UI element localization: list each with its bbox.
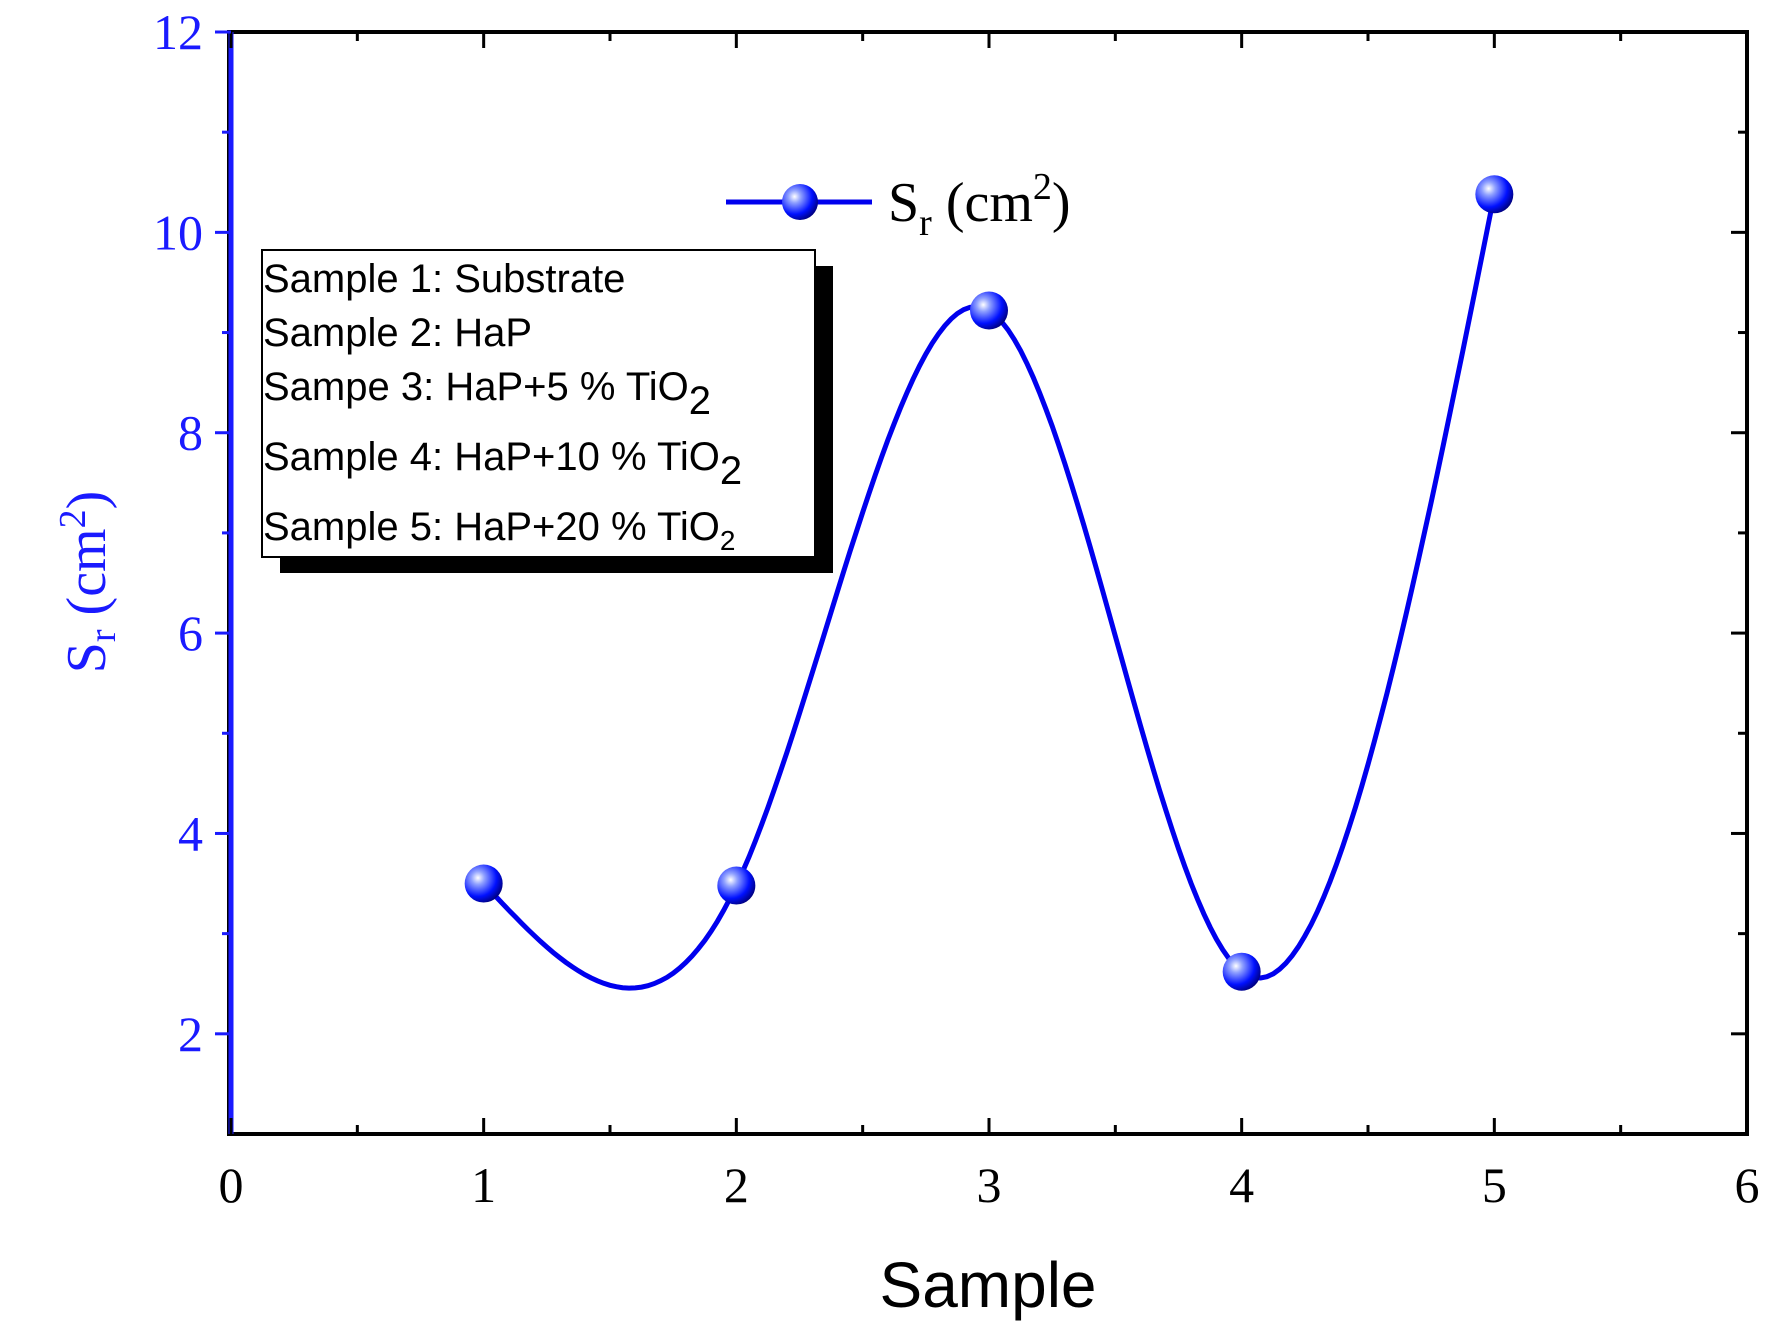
- y-axis-title-sub: r: [82, 629, 124, 642]
- annotation-line-text: Sampe 3: HaP+5 % TiO: [263, 365, 689, 409]
- legend-label-rest: (cm: [932, 172, 1033, 234]
- x-tick-label: 5: [1482, 1157, 1507, 1213]
- annotation-box: Sample 1: Substrate Sample 2: HaP Sampe …: [261, 249, 833, 573]
- y-axis-title-sup: 2: [52, 509, 94, 528]
- x-tick-label: 0: [219, 1157, 244, 1213]
- x-axis-ticks: [229, 32, 1749, 1134]
- data-point: [717, 866, 756, 905]
- legend-marker: [782, 184, 818, 220]
- annotation-line-sub: 2: [720, 449, 742, 493]
- annotation-line: Sample 1: Substrate: [263, 257, 625, 301]
- y-axis-title: Sr (cm2): [52, 491, 124, 674]
- annotation-line-text: Sample 5: HaP+20 % TiO: [263, 505, 720, 549]
- y-axis-title-rest: (cm: [56, 528, 118, 629]
- y-tick-label: 8: [178, 405, 203, 461]
- x-axis-title: Sample: [880, 1249, 1097, 1321]
- y-axis-ticks: [215, 30, 1747, 1036]
- legend-label-base: S: [888, 172, 919, 234]
- data-point: [1222, 952, 1261, 991]
- svg-text:Sr (cm2): Sr (cm2): [888, 166, 1071, 244]
- y-tick-label: 2: [178, 1006, 203, 1062]
- legend-label-sub: r: [919, 202, 932, 244]
- data-point: [464, 864, 503, 903]
- y-tick-label: 10: [153, 204, 203, 260]
- x-tick-label: 6: [1735, 1157, 1760, 1213]
- y-axis-title-end: ): [56, 491, 118, 510]
- series-markers: [464, 175, 1514, 991]
- annotation-line-text: Sample 1: Substrate: [263, 257, 625, 301]
- x-tick-label: 2: [724, 1157, 749, 1213]
- y-tick-label: 4: [178, 805, 203, 861]
- annotation-line-text: Sample 4: HaP+10 % TiO: [263, 435, 720, 479]
- annotation-box-frame: [261, 249, 816, 558]
- annotation-line: Sample 2: HaP: [263, 311, 532, 355]
- data-point: [970, 291, 1008, 330]
- y-axis-tick-labels: 2 4 6 8 10 12: [153, 4, 203, 1062]
- y-axis-title-base: S: [56, 642, 118, 673]
- annotation-line-sub: 2: [689, 379, 711, 423]
- x-tick-label: 1: [471, 1157, 496, 1213]
- data-point: [1475, 175, 1514, 214]
- annotation-line: Sample 4: HaP+10 % TiO2: [263, 435, 742, 493]
- y-tick-label: 6: [178, 605, 203, 661]
- annotation-line-sub: 2: [720, 525, 736, 556]
- legend-label-sup: 2: [1033, 166, 1052, 208]
- x-axis-tick-labels: 0 1 2 3 4 5 6: [219, 1157, 1760, 1213]
- annotation-line: Sample 5: HaP+20 % TiO2: [263, 505, 735, 556]
- x-tick-label: 3: [977, 1157, 1002, 1213]
- annotation-line-text: Sample 2: HaP: [263, 311, 532, 355]
- x-tick-label: 4: [1229, 1157, 1254, 1213]
- y-tick-label: 12: [153, 4, 203, 60]
- legend: Sr (cm2): [726, 166, 1071, 244]
- annotation-line: Sampe 3: HaP+5 % TiO2: [263, 365, 711, 423]
- legend-label-end: ): [1052, 172, 1071, 234]
